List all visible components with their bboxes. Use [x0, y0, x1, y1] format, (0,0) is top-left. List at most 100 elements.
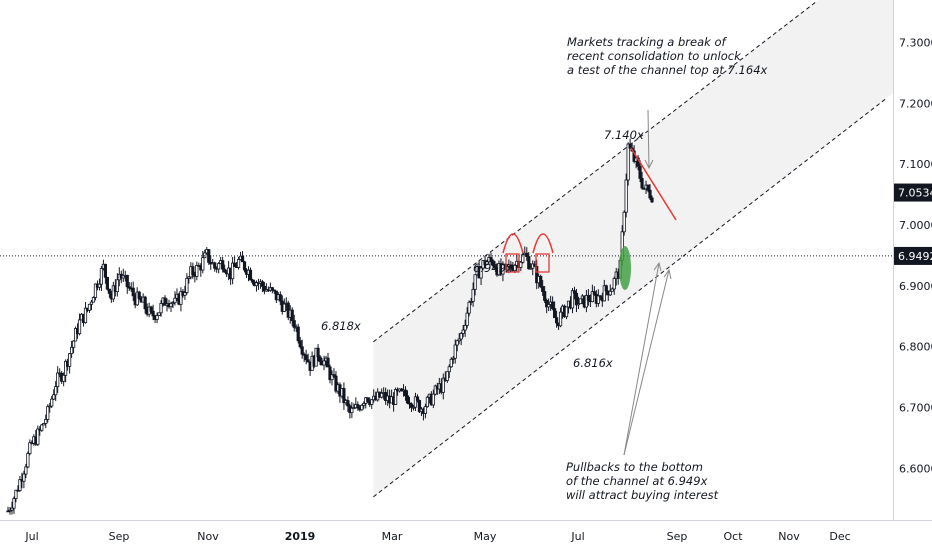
candle-body	[70, 346, 74, 355]
annotation-arrows	[623, 109, 672, 456]
candle-body	[622, 211, 626, 233]
candle-body	[489, 257, 493, 262]
candle-body	[578, 298, 583, 305]
candle-body	[187, 276, 191, 279]
candle-body	[350, 407, 354, 414]
y-tick-label: 7.10000	[899, 158, 932, 171]
candle-body	[469, 301, 473, 303]
candle-body	[240, 255, 245, 263]
candle-body	[131, 287, 135, 297]
candle-body	[473, 274, 477, 290]
price-label-7140: 7.140x	[604, 128, 644, 142]
arrow-bottom-line-2	[623, 269, 670, 456]
breakout-ellipse	[619, 246, 631, 290]
candle-body	[296, 326, 300, 342]
candle-body	[513, 264, 517, 272]
candle-body	[409, 403, 414, 408]
candle-body	[254, 282, 259, 287]
marker-arc-2	[532, 233, 554, 254]
candle-body	[83, 307, 88, 324]
candle-body	[403, 389, 408, 397]
candle-body	[356, 404, 360, 409]
candle-body	[445, 371, 449, 381]
annotation-top-line-1: Markets tracking a break of	[567, 35, 727, 49]
candle-body	[48, 405, 52, 408]
candle-body	[527, 256, 531, 270]
candle-body	[73, 328, 78, 342]
candle-body	[411, 406, 416, 409]
candle-body	[159, 303, 163, 314]
candle-body	[262, 285, 267, 292]
candle-body	[22, 473, 26, 482]
candle-body	[590, 291, 594, 303]
candle-body	[248, 269, 253, 281]
candle-body	[223, 268, 227, 273]
last-price-tag-text: 7.05340	[898, 187, 932, 200]
candle-body	[519, 261, 523, 268]
candle-body	[624, 179, 628, 213]
candle-body	[54, 386, 58, 396]
candle-body	[551, 301, 555, 309]
candle-body	[52, 394, 56, 400]
candle-body	[127, 286, 131, 289]
candle-body	[12, 498, 16, 509]
candle-body	[42, 423, 46, 426]
candle-body	[638, 165, 642, 179]
candle-body	[604, 285, 608, 292]
price-axis[interactable]: 6.60000 6.70000 6.80000 6.90000 7.00000 7.100…	[899, 37, 932, 476]
candle-body	[24, 466, 28, 475]
candle-body	[179, 291, 183, 305]
last-price-tag: 7.05340	[894, 183, 932, 202]
annotation-top-line-2: recent consolidation to unlock	[567, 49, 742, 63]
candle-body	[525, 252, 529, 257]
candle-body	[105, 276, 109, 290]
candle-body	[479, 267, 483, 279]
candle-body	[342, 388, 346, 404]
candle-body	[44, 419, 48, 424]
candle-body	[564, 306, 569, 318]
y-tick-label: 7.30000	[899, 37, 932, 50]
candle-body	[352, 407, 356, 410]
time-axis[interactable]: Jul Sep Nov 2019 Mar May Jul Sep Oct Nov Dec	[24, 530, 850, 543]
candle-body	[366, 397, 370, 403]
annotation-bottom-line-2: of the channel at 6.949x	[566, 474, 708, 488]
price-candles	[6, 138, 654, 515]
candle-body	[56, 372, 60, 388]
arrow-top-head	[644, 159, 654, 170]
channel-lower-line	[373, 98, 887, 498]
candle-body	[405, 395, 410, 404]
candle-body	[306, 359, 310, 363]
marker-box-1	[505, 253, 520, 273]
candle-body	[231, 262, 235, 280]
candle-body	[71, 340, 76, 348]
candle-body	[272, 289, 276, 292]
candle-body	[328, 366, 332, 381]
annotation-top-line-3: a test of the channel top at 7.164x	[567, 63, 768, 77]
candle-body	[570, 290, 575, 309]
candle-body	[457, 338, 461, 342]
candle-body	[18, 479, 22, 491]
candle-body	[610, 288, 614, 292]
y-tick-label: 6.90000	[899, 280, 932, 293]
candle-body	[107, 288, 111, 294]
annotation-bottom: Pullbacks to the bottom of the channel a…	[566, 460, 719, 502]
candle-body	[115, 279, 119, 293]
candle-body	[461, 329, 465, 334]
candle-body	[453, 344, 457, 359]
candle-body	[232, 262, 237, 267]
marker-arc-1	[502, 233, 524, 254]
candle-body	[584, 295, 589, 308]
candle-body	[221, 260, 225, 270]
candle-body	[10, 507, 14, 511]
level-price-tag: 6.94922	[894, 246, 932, 265]
candle-body	[36, 428, 40, 445]
candle-body	[393, 389, 398, 405]
candle-body	[648, 189, 652, 199]
price-label-6816: 6.816x	[573, 356, 613, 370]
candle-body	[270, 287, 274, 291]
candle-body	[425, 396, 429, 408]
candle-body	[64, 360, 68, 376]
candle-body	[242, 261, 247, 271]
x-tick-label: Jul	[570, 530, 584, 543]
candle-body	[185, 277, 189, 293]
